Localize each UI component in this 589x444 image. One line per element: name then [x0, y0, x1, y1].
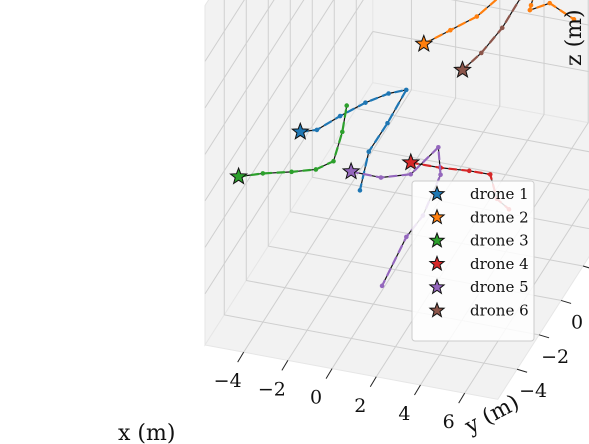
grid-line: [464, 197, 589, 394]
y-tick-mark: [516, 368, 528, 373]
trajectory-point: [378, 175, 384, 180]
trajectory-point: [448, 27, 453, 33]
y-tick-mark: [538, 334, 550, 339]
trajectory-point: [363, 100, 368, 105]
x-tick-mark: [237, 351, 245, 363]
y-tick-mark: [560, 299, 572, 304]
y-tick-label: 0: [571, 311, 583, 333]
x-tick-label: 6: [443, 411, 455, 433]
start-star-marker: [453, 60, 472, 79]
legend-star-marker: [428, 301, 446, 318]
trajectory-point: [487, 172, 493, 177]
series-6: [453, 0, 521, 79]
legend-label: drone 5: [470, 278, 529, 296]
x-tick-mark: [369, 376, 377, 388]
trajectory-point: [499, 25, 505, 31]
x-tick-label: 4: [398, 403, 410, 425]
grid-line: [204, 31, 374, 295]
legend-star-marker: [428, 278, 446, 295]
trajectory-point: [344, 103, 350, 108]
grid-line: [204, 0, 275, 109]
trajectory-point: [260, 171, 266, 176]
grid-line: [450, 0, 589, 26]
trajectory-point: [313, 167, 319, 172]
legend-label: drone 2: [470, 208, 529, 226]
trajectory-point: [366, 149, 372, 155]
trajectory-point: [379, 283, 385, 289]
trajectory-point: [547, 0, 553, 6]
trajectory-point: [337, 113, 343, 119]
trajectory-point: [478, 50, 484, 56]
legend-star-marker: [428, 231, 446, 248]
trajectory-point: [403, 87, 409, 93]
legend-label: drone 1: [470, 185, 529, 203]
grid-line: [204, 0, 364, 248]
start-star-marker: [414, 33, 434, 52]
trajectory-point: [404, 234, 409, 240]
x-tick-mark: [325, 368, 333, 379]
trajectory-point: [340, 129, 345, 135]
trajectory-point: [408, 171, 414, 177]
start-star-marker: [401, 152, 421, 171]
trajectory-point: [571, 17, 577, 22]
y-tick-label: −4: [519, 380, 547, 402]
grid-line: [204, 0, 335, 202]
x-axis-label: x (m): [118, 421, 175, 444]
start-star-marker: [290, 121, 310, 140]
series-1: [290, 87, 409, 193]
grid-line: [224, 314, 518, 370]
x-tick-mark: [458, 392, 466, 404]
start-star-marker: [229, 166, 249, 185]
series-3: [229, 103, 350, 185]
trajectory-line: [351, 145, 442, 287]
x-tick-label: 0: [310, 387, 322, 409]
legend: drone 1 drone 2 drone 3 drone 4 drone 5 drone…: [411, 180, 535, 342]
trajectory-point: [436, 144, 441, 150]
x-tick-label: −4: [214, 370, 242, 392]
grid-line: [204, 0, 305, 155]
trajectory-color-line: [461, 0, 521, 72]
grid-line: [356, 108, 589, 153]
legend-box: [411, 180, 535, 342]
grid-line: [243, 89, 412, 353]
start-star-marker: [341, 161, 361, 180]
trajectory-point: [466, 168, 472, 174]
trajectory-point: [314, 127, 320, 133]
y-tick-mark: [582, 265, 589, 269]
trajectory-point: [331, 158, 336, 164]
trajectory-point: [528, 2, 534, 8]
series-2: [414, 0, 577, 52]
series-5: [341, 144, 443, 289]
trajectory-point: [527, 7, 533, 13]
legend-label: drone 6: [470, 302, 529, 320]
x-tick-label: −2: [258, 378, 286, 400]
x-tick-label: 2: [354, 395, 366, 417]
legend-star-marker: [428, 208, 446, 225]
legend-star-marker: [428, 254, 446, 272]
trajectory-point: [357, 188, 363, 193]
trajectory-point: [438, 172, 443, 178]
legend-star-marker: [428, 185, 446, 202]
grid-line: [287, 97, 457, 361]
grid-line: [204, 0, 245, 62]
x-tick-mark: [281, 360, 289, 371]
legend-label: drone 3: [470, 232, 529, 250]
trajectory-point: [386, 91, 391, 96]
x-tick-mark: [414, 384, 421, 396]
trajectory-point: [289, 169, 294, 175]
y-tick-label: −2: [541, 346, 569, 368]
trajectory-point: [385, 120, 390, 126]
trajectory-point: [474, 14, 480, 19]
grid-line: [334, 142, 589, 191]
legend-label: drone 4: [470, 255, 529, 273]
z-axis-label: z (m): [562, 9, 587, 66]
